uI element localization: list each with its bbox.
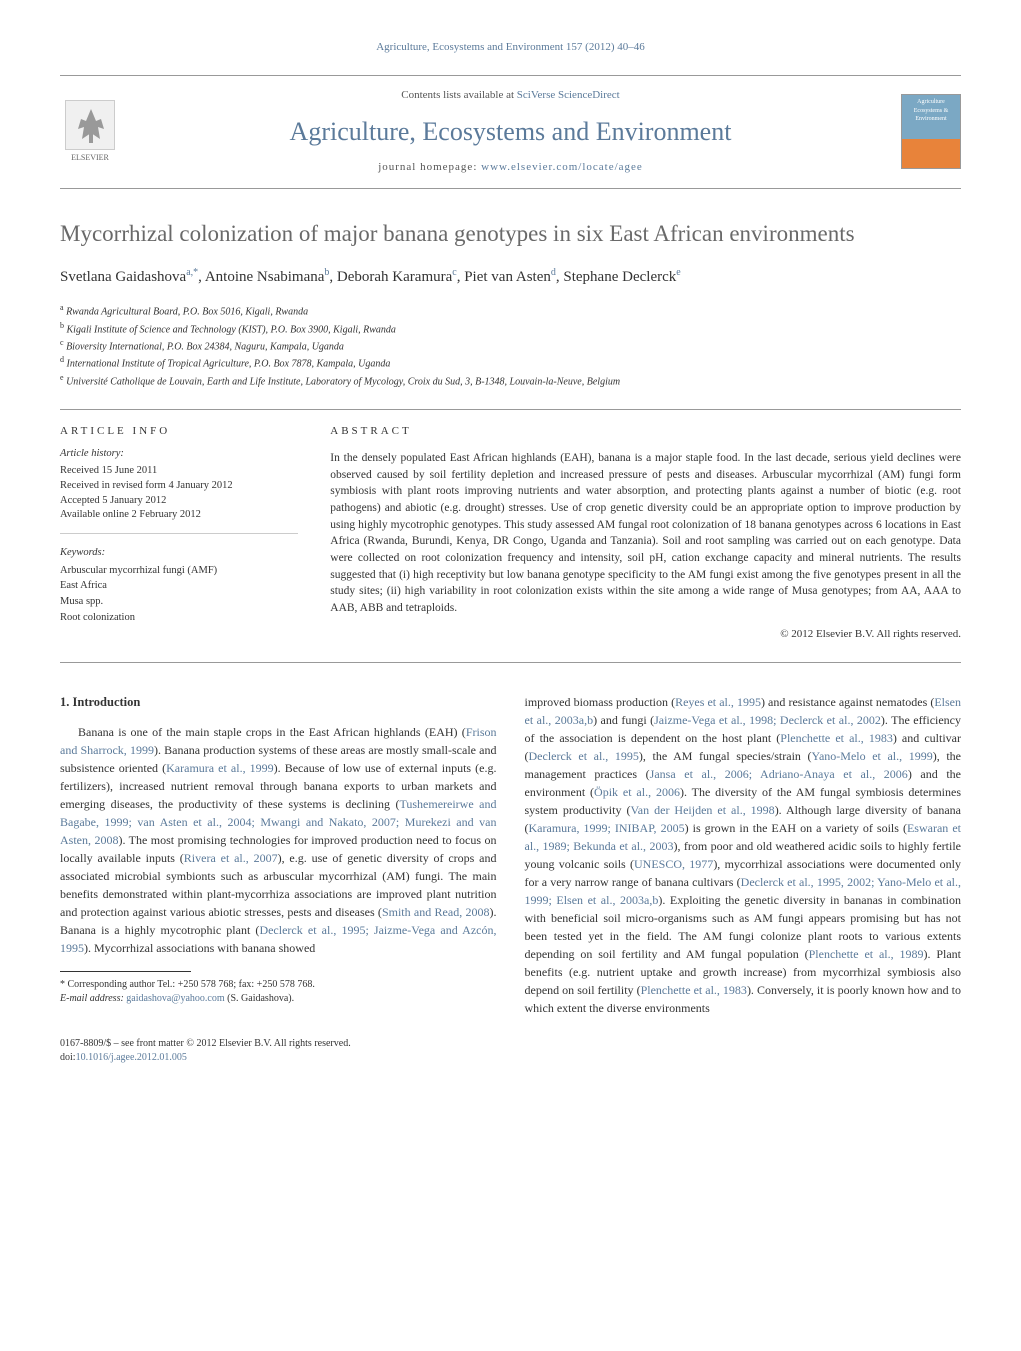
doi-line: doi:10.1016/j.agee.2012.01.005 bbox=[60, 1051, 961, 1065]
elsevier-label: ELSEVIER bbox=[71, 152, 109, 163]
email-suffix: (S. Gaidashova). bbox=[225, 993, 294, 1004]
keywords-lines: Arbuscular mycorrhizal fungi (AMF)East A… bbox=[60, 563, 298, 626]
history-line: Received 15 June 2011 bbox=[60, 464, 298, 479]
citation-link[interactable]: Karamura, 1999; INIBAP, 2005 bbox=[529, 821, 685, 835]
citation-link[interactable]: Öpik et al., 2006 bbox=[594, 785, 680, 799]
intro-paragraph-1: Banana is one of the main staple crops i… bbox=[60, 723, 497, 957]
body-text: 1. Introduction Banana is one of the mai… bbox=[60, 693, 961, 1017]
article-history: Article history: Received 15 June 2011Re… bbox=[60, 447, 298, 533]
affiliation-line: e Université Catholique de Louvain, Eart… bbox=[60, 372, 961, 389]
elsevier-tree-icon bbox=[65, 100, 115, 150]
keyword-line: Root colonization bbox=[60, 610, 298, 626]
contents-prefix: Contents lists available at bbox=[401, 89, 516, 101]
abstract-copyright: © 2012 Elsevier B.V. All rights reserved… bbox=[330, 627, 961, 643]
abstract: ABSTRACT In the densely populated East A… bbox=[312, 410, 961, 662]
journal-cover-icon: Agriculture Ecosystems & Environment bbox=[901, 94, 961, 169]
history-line: Received in revised form 4 January 2012 bbox=[60, 479, 298, 494]
history-subheading: Article history: bbox=[60, 447, 298, 462]
abstract-heading: ABSTRACT bbox=[330, 424, 961, 440]
homepage-link[interactable]: www.elsevier.com/locate/agee bbox=[481, 161, 643, 173]
affiliation-line: b Kigali Institute of Science and Techno… bbox=[60, 320, 961, 337]
citation-link[interactable]: Frison and Sharrock, 1999 bbox=[60, 725, 497, 757]
keywords-block: Keywords: Arbuscular mycorrhizal fungi (… bbox=[60, 546, 298, 636]
citation-link[interactable]: Yano-Melo et al., 1999 bbox=[812, 749, 933, 763]
article-title: Mycorrhizal colonization of major banana… bbox=[60, 219, 961, 249]
email-link[interactable]: gaidashova@yahoo.com bbox=[126, 993, 224, 1004]
history-line: Available online 2 February 2012 bbox=[60, 508, 298, 523]
doi-label: doi: bbox=[60, 1052, 76, 1063]
corresponding-email: E-mail address: gaidashova@yahoo.com (S.… bbox=[60, 992, 497, 1006]
citation-link[interactable]: Declerck et al., 1995, 2002; Yano-Melo e… bbox=[525, 875, 962, 907]
citation-link[interactable]: Karamura et al., 1999 bbox=[166, 761, 274, 775]
history-lines: Received 15 June 2011Received in revised… bbox=[60, 464, 298, 523]
affiliations: a Rwanda Agricultural Board, P.O. Box 50… bbox=[60, 302, 961, 389]
history-line: Accepted 5 January 2012 bbox=[60, 494, 298, 509]
citation-link[interactable]: Plenchette et al., 1983 bbox=[641, 983, 747, 997]
cover-text: Agriculture Ecosystems & Environment bbox=[902, 95, 960, 126]
citation-link[interactable]: Rivera et al., 2007 bbox=[184, 851, 278, 865]
citation-link[interactable]: Van der Heijden et al., 1998 bbox=[630, 803, 774, 817]
keyword-line: East Africa bbox=[60, 578, 298, 594]
homepage-prefix: journal homepage: bbox=[378, 161, 481, 173]
citation-link[interactable]: Smith and Read, 2008 bbox=[382, 905, 490, 919]
citation-link[interactable]: Declerck et al., 1995; Jaizme-Vega and A… bbox=[60, 923, 497, 955]
header-center: Contents lists available at SciVerse Sci… bbox=[120, 88, 901, 175]
journal-homepage: journal homepage: www.elsevier.com/locat… bbox=[120, 160, 901, 175]
elsevier-logo: ELSEVIER bbox=[60, 97, 120, 167]
affiliation-line: a Rwanda Agricultural Board, P.O. Box 50… bbox=[60, 302, 961, 319]
citation-link[interactable]: Jaizme-Vega et al., 1998; Declerck et al… bbox=[654, 713, 881, 727]
doi-link[interactable]: 10.1016/j.agee.2012.01.005 bbox=[76, 1052, 187, 1063]
citation-link[interactable]: UNESCO, 1977 bbox=[634, 857, 713, 871]
abstract-text: In the densely populated East African hi… bbox=[330, 450, 961, 617]
email-label: E-mail address: bbox=[60, 993, 126, 1004]
sciencedirect-link[interactable]: SciVerse ScienceDirect bbox=[517, 89, 620, 101]
footer: 0167-8809/$ – see front matter © 2012 El… bbox=[60, 1037, 961, 1065]
contents-available: Contents lists available at SciVerse Sci… bbox=[120, 88, 901, 103]
header-citation: Agriculture, Ecosystems and Environment … bbox=[60, 40, 961, 55]
affiliation-line: d International Institute of Tropical Ag… bbox=[60, 354, 961, 371]
keyword-line: Arbuscular mycorrhizal fungi (AMF) bbox=[60, 563, 298, 579]
journal-name: Agriculture, Ecosystems and Environment bbox=[120, 114, 901, 150]
keyword-line: Musa spp. bbox=[60, 594, 298, 610]
citation-link[interactable]: Plenchette et al., 1989 bbox=[809, 947, 924, 961]
citation-link[interactable]: Tushemereirwe and Bagabe, 1999; van Aste… bbox=[60, 797, 497, 847]
footnote-separator bbox=[60, 971, 191, 972]
article-info: ARTICLE INFO Article history: Received 1… bbox=[60, 410, 312, 662]
corresponding-author: * Corresponding author Tel.: +250 578 76… bbox=[60, 978, 497, 992]
article-info-heading: ARTICLE INFO bbox=[60, 424, 298, 439]
citation-link[interactable]: Reyes et al., 1995 bbox=[675, 695, 761, 709]
citation-link[interactable]: Plenchette et al., 1983 bbox=[780, 731, 893, 745]
journal-header: ELSEVIER Contents lists available at Sci… bbox=[60, 75, 961, 188]
citation-link[interactable]: Jansa et al., 2006; Adriano-Anaya et al.… bbox=[650, 767, 908, 781]
keywords-subheading: Keywords: bbox=[60, 546, 298, 561]
issn-line: 0167-8809/$ – see front matter © 2012 El… bbox=[60, 1037, 961, 1051]
citation-link[interactable]: Declerck et al., 1995 bbox=[529, 749, 639, 763]
affiliation-line: c Bioversity International, P.O. Box 243… bbox=[60, 337, 961, 354]
section-1-heading: 1. Introduction bbox=[60, 693, 497, 712]
authors-line: Svetlana Gaidashovaa,*, Antoine Nsabiman… bbox=[60, 266, 961, 288]
intro-paragraph-2: improved biomass production (Reyes et al… bbox=[525, 693, 962, 1017]
info-abstract-row: ARTICLE INFO Article history: Received 1… bbox=[60, 409, 961, 663]
